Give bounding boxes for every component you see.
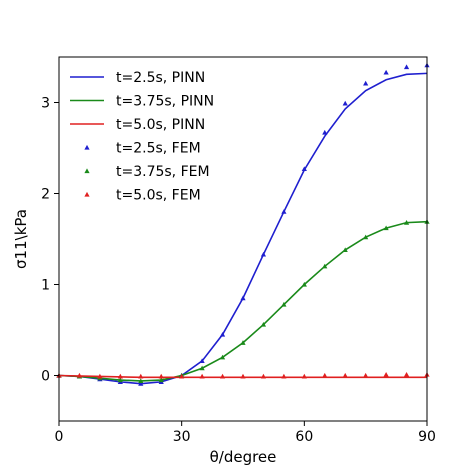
series-marker bbox=[383, 225, 389, 231]
series-marker bbox=[342, 100, 348, 106]
legend-item: t=5.0s, PINN bbox=[70, 117, 205, 133]
series-marker bbox=[363, 372, 369, 378]
legend-item: t=3.75s, FEM bbox=[84, 164, 210, 180]
series-marker bbox=[179, 373, 185, 379]
legend-item: t=2.5s, PINN bbox=[70, 70, 205, 86]
y-tick-label: 2 bbox=[41, 187, 50, 203]
series-marker bbox=[199, 358, 205, 364]
plot-area bbox=[56, 62, 430, 386]
legend-label: t=5.0s, FEM bbox=[116, 188, 201, 204]
series-marker bbox=[158, 373, 164, 379]
legend-item: t=5.0s, FEM bbox=[84, 188, 201, 204]
series-marker bbox=[301, 166, 307, 172]
y-tick-label: 0 bbox=[41, 369, 50, 385]
series-marker bbox=[117, 377, 123, 383]
series-marker bbox=[138, 378, 144, 384]
series-marker bbox=[322, 129, 328, 135]
series-marker bbox=[281, 301, 287, 307]
series-line bbox=[58, 220, 428, 382]
series-marker bbox=[219, 354, 226, 360]
series-marker bbox=[363, 80, 369, 86]
series-marker bbox=[199, 365, 205, 371]
legend-label: t=2.5s, FEM bbox=[116, 141, 201, 157]
legend-label: t=3.75s, FEM bbox=[116, 164, 210, 180]
series-marker bbox=[403, 64, 410, 70]
series-marker bbox=[260, 373, 267, 379]
axes-frame bbox=[58, 56, 428, 422]
series-marker bbox=[240, 340, 246, 345]
legend-swatch bbox=[84, 191, 90, 197]
series-marker bbox=[240, 373, 246, 379]
series-marker bbox=[322, 263, 328, 269]
series-marker bbox=[281, 373, 287, 379]
series-marker bbox=[403, 220, 410, 225]
y-axis-label: σ11\kPa bbox=[12, 209, 30, 269]
series-marker bbox=[342, 247, 348, 252]
x-tick-label: 0 bbox=[55, 429, 64, 445]
series-marker bbox=[199, 373, 205, 379]
series-marker bbox=[158, 377, 164, 383]
series-marker bbox=[97, 373, 103, 379]
series-line bbox=[58, 72, 428, 385]
series-marker bbox=[117, 373, 123, 379]
legend-item: t=2.5s, FEM bbox=[84, 141, 201, 157]
x-tick-label: 30 bbox=[173, 429, 191, 445]
series-marker bbox=[363, 234, 369, 240]
series-marker bbox=[342, 372, 348, 378]
legend: t=2.5s, PINN t=3.75s, PINN t=5.0s, PINN t=2… bbox=[70, 70, 214, 204]
series-marker bbox=[138, 381, 144, 386]
series-marker bbox=[260, 251, 267, 257]
legend-label: t=5.0s, PINN bbox=[116, 117, 205, 133]
x-tick-label: 90 bbox=[418, 429, 436, 445]
series-marker bbox=[383, 371, 389, 377]
series-marker bbox=[301, 281, 307, 287]
y-tick-label: 3 bbox=[41, 96, 50, 112]
series-marker bbox=[240, 295, 246, 301]
legend-swatch bbox=[84, 168, 90, 174]
series-marker bbox=[322, 372, 328, 378]
series-marker bbox=[138, 373, 144, 379]
series-marker bbox=[76, 372, 83, 378]
axis-ticks: 0 30 60 90 0 1 2 3 bbox=[41, 96, 436, 446]
series-marker bbox=[383, 69, 389, 75]
legend-swatch bbox=[84, 144, 90, 150]
legend-label: t=2.5s, PINN bbox=[116, 70, 205, 86]
series-marker bbox=[403, 371, 410, 377]
series-marker bbox=[260, 321, 267, 327]
series-marker bbox=[219, 373, 226, 379]
x-tick-label: 60 bbox=[295, 429, 313, 445]
y-tick-label: 1 bbox=[41, 278, 50, 294]
series-marker bbox=[301, 373, 307, 379]
series-marker bbox=[281, 209, 287, 214]
x-axis-label: θ/degree bbox=[210, 448, 277, 466]
series-marker bbox=[219, 331, 226, 337]
legend-label: t=3.75s, PINN bbox=[116, 94, 214, 110]
legend-item: t=3.75s, PINN bbox=[70, 94, 214, 110]
